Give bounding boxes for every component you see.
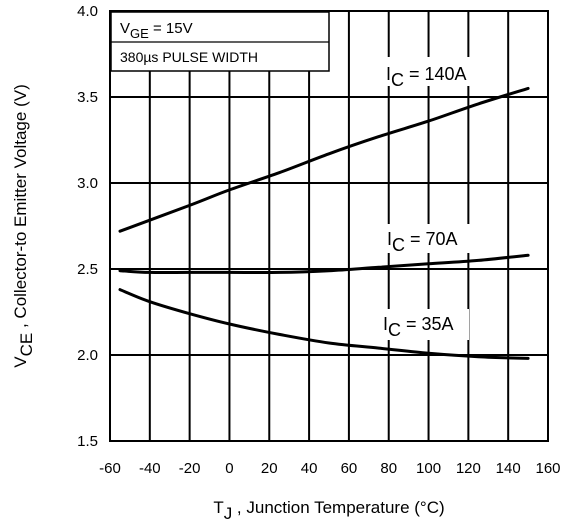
series-label-70a-rest: = 70A [405,229,458,249]
series-label-bg-140a [384,57,478,86]
y-tick-label: 3.0 [77,175,98,192]
x-axis-title-sub: J [224,504,233,523]
series-label-bg-35a [381,309,469,340]
condition-vge-sub: GE [130,26,149,41]
y-axis-title: VCE , Collector-to Emitter Voltage (V) [11,84,36,367]
y-axis-title-rest: , Collector-to Emitter Voltage (V) [11,84,30,332]
series-label-70a-sub: C [392,235,405,255]
x-tick-label: 140 [496,460,521,477]
x-tick-label: 80 [380,460,397,477]
x-tick-labels: -60 -40 -20 0 20 40 60 80 100 120 140 160 [99,460,560,477]
series-labels: IC = 140A IC = 70A IC = 35A [381,57,478,340]
series-label-bg-70a [385,224,473,253]
series-label-140a-rest: = 140A [404,64,467,84]
series-label-35a-sub: C [388,320,401,340]
x-tick-label: 160 [535,460,560,477]
series-line-70a [118,253,530,275]
condition-box: VGE = 15V 380µs PULSE WIDTH [110,11,330,72]
series-lines [118,86,530,360]
x-tick-label: 20 [261,460,278,477]
x-tick-label: 60 [341,460,358,477]
y-tick-label: 4.0 [77,3,98,20]
series-line-140a [118,86,530,233]
series-label-35a-rest: = 35A [401,314,454,334]
series-label-140a: IC = 140A [386,64,467,90]
x-axis-title-main: T [213,498,223,517]
series-label-70a: IC = 70A [387,229,458,255]
condition-vge-rest: = 15V [149,20,193,37]
plot-frame [109,10,549,442]
x-tick-label: -20 [179,460,201,477]
condition-vge-main: V [120,20,130,37]
y-tick-label: 2.0 [77,347,98,364]
y-tick-label: 3.5 [77,89,98,106]
y-tick-label: 2.5 [77,261,98,278]
x-tick-label: 120 [456,460,481,477]
x-axis-title-rest: , Junction Temperature (°C) [232,498,444,517]
series-label-140a-sub: C [391,70,404,90]
y-tick-labels: 1.5 2.0 2.5 3.0 3.5 4.0 [77,3,98,450]
series-label-35a-main: I [383,314,388,334]
y-axis-title-sub: CE [17,333,36,357]
series-label-35a: IC = 35A [383,314,454,340]
x-tick-label: 100 [416,460,441,477]
x-tick-label: 0 [225,460,233,477]
x-tick-label: 40 [301,460,318,477]
condition-pulse-width: 380µs PULSE WIDTH [120,49,258,65]
y-tick-label: 1.5 [77,433,98,450]
y-axis-title-main: V [11,356,30,368]
x-tick-label: -60 [99,460,121,477]
x-axis-title: TJ , Junction Temperature (°C) [213,498,444,523]
condition-vge: VGE = 15V [120,20,193,41]
series-label-70a-main: I [387,229,392,249]
series-line-35a [118,288,530,360]
x-tick-label: -40 [139,460,161,477]
series-label-140a-main: I [386,64,391,84]
